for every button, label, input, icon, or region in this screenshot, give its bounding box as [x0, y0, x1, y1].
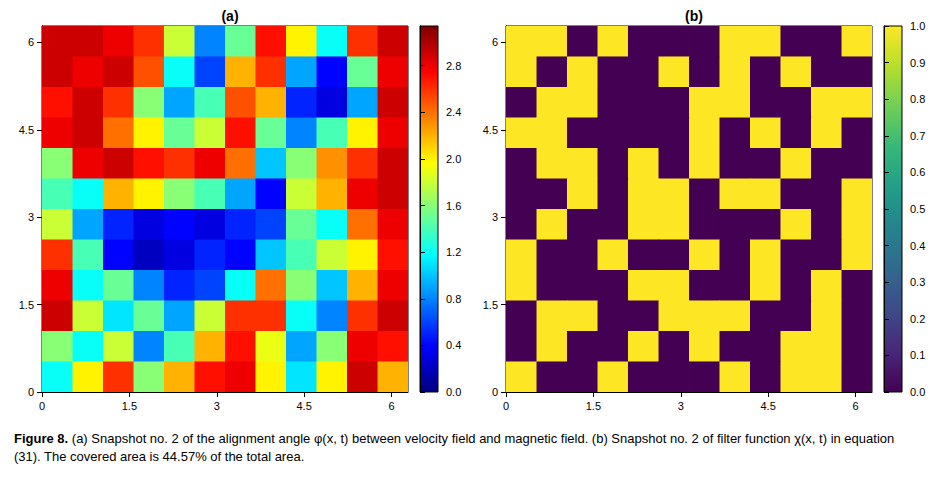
- svg-text:0: 0: [503, 400, 509, 412]
- svg-text:(b): (b): [685, 8, 703, 24]
- svg-text:0: 0: [492, 386, 498, 398]
- svg-text:4.5: 4.5: [296, 400, 311, 412]
- svg-text:0: 0: [28, 386, 34, 398]
- svg-text:0.0: 0.0: [910, 386, 925, 398]
- svg-text:3: 3: [28, 211, 34, 223]
- svg-text:0.3: 0.3: [910, 276, 925, 288]
- svg-text:0.4: 0.4: [910, 240, 925, 252]
- svg-text:0.0: 0.0: [446, 386, 461, 398]
- svg-text:1.6: 1.6: [446, 200, 461, 212]
- svg-text:3: 3: [214, 400, 220, 412]
- svg-text:4.5: 4.5: [19, 124, 34, 136]
- svg-text:3: 3: [492, 211, 498, 223]
- svg-text:0.5: 0.5: [910, 203, 925, 215]
- svg-text:0.7: 0.7: [910, 130, 925, 142]
- svg-text:6: 6: [28, 36, 34, 48]
- svg-text:(a): (a): [221, 8, 238, 24]
- svg-text:0.4: 0.4: [446, 339, 461, 351]
- svg-text:6: 6: [852, 400, 858, 412]
- svg-text:1.0: 1.0: [910, 20, 925, 32]
- svg-text:0.2: 0.2: [910, 313, 925, 325]
- svg-text:1.5: 1.5: [483, 299, 498, 311]
- html-text:Figure 8. (a) Snapshot no. 2 o: Figure 8. (a) Snapshot no. 2 of the alig…: [14, 431, 895, 464]
- svg-text:1.5: 1.5: [122, 400, 137, 412]
- svg-text:3: 3: [678, 400, 684, 412]
- svg-text:6: 6: [492, 36, 498, 48]
- svg-text:0.8: 0.8: [910, 93, 925, 105]
- svg-text:0.9: 0.9: [910, 57, 925, 69]
- svg-text:0.1: 0.1: [910, 349, 925, 361]
- svg-text:0.8: 0.8: [446, 293, 461, 305]
- svg-text:4.5: 4.5: [483, 124, 498, 136]
- svg-text:0: 0: [39, 400, 45, 412]
- svg-text:6: 6: [388, 400, 394, 412]
- svg-text:1.2: 1.2: [446, 246, 461, 258]
- svg-text:4.5: 4.5: [760, 400, 775, 412]
- svg-text:2.0: 2.0: [446, 153, 461, 165]
- svg-text:2.4: 2.4: [446, 106, 461, 118]
- svg-text:2.8: 2.8: [446, 60, 461, 72]
- svg-text:1.5: 1.5: [586, 400, 601, 412]
- svg-text:1.5: 1.5: [19, 299, 34, 311]
- svg-text:0.6: 0.6: [910, 166, 925, 178]
